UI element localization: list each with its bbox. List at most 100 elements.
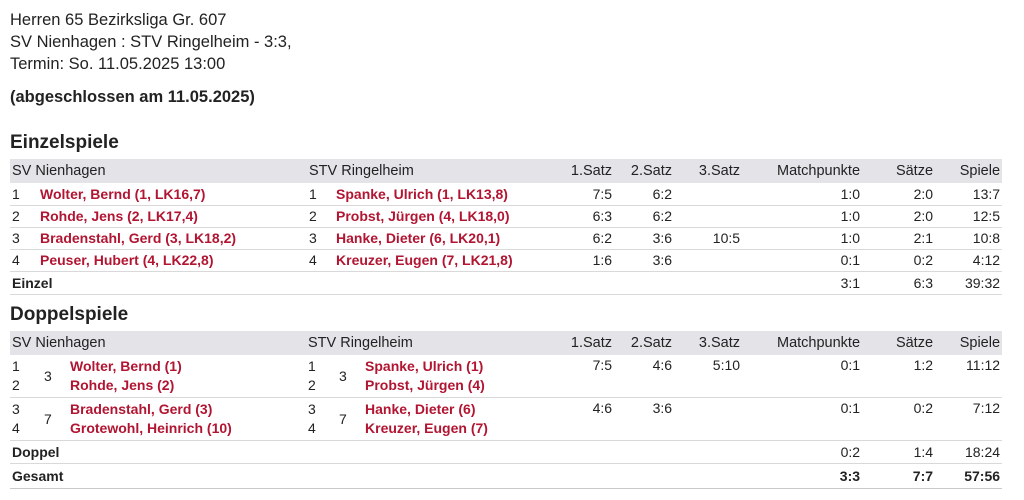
home-team-header: SV Nienhagen xyxy=(10,330,307,355)
satz1-score: 7:5 xyxy=(562,183,615,206)
saetze-score: 0:2 xyxy=(862,249,936,272)
doubles-header-row: SV Nienhagen STV Ringelheim 1.Satz 2.Sat… xyxy=(10,330,1003,355)
away-player-link[interactable]: Spanke, Ulrich (1, LK13,8) xyxy=(336,185,508,202)
away-player-link[interactable]: Hanke, Dieter (6) xyxy=(365,400,476,417)
saetze-score: 2:0 xyxy=(862,205,936,228)
away-player-link[interactable]: Hanke, Dieter (6, LK20,1) xyxy=(336,230,501,246)
match-result-line: SV Nienhagen : STV Ringelheim - 3:3, xyxy=(10,33,292,51)
saetze-score: 1:2 xyxy=(862,354,936,398)
home-position: 3 xyxy=(10,227,38,250)
away-pair-number: 7 xyxy=(333,397,364,441)
singles-header-row: SV Nienhagen STV Ringelheim 1.Satz 2.Sat… xyxy=(10,159,1003,183)
spiele-score: 12:5 xyxy=(935,205,1003,228)
home-player-link[interactable]: Wolter, Bernd (1) xyxy=(70,357,182,374)
spiele-score: 7:12 xyxy=(935,397,1003,441)
satz1-score: 7:5 xyxy=(562,354,615,398)
singles-saetze-total: 6:3 xyxy=(862,271,936,295)
matchpunkte-score: 1:0 xyxy=(742,227,863,250)
home-pair-number: 3 xyxy=(38,354,68,398)
away-player-link[interactable]: Kreuzer, Eugen (7, LK21,8) xyxy=(336,252,513,268)
saetze-score: 2:0 xyxy=(862,183,936,206)
spiele-score: 4:12 xyxy=(935,249,1003,272)
away-pair-players: Hanke, Dieter (6) Kreuzer, Eugen (7) xyxy=(363,397,563,441)
satz3-score xyxy=(674,249,743,272)
home-pair-number: 7 xyxy=(38,397,68,441)
away-player-link[interactable]: Probst, Jürgen (4, LK18,0) xyxy=(336,208,510,224)
match-date-line: Termin: So. 11.05.2025 13:00 xyxy=(10,55,226,73)
doubles-table: SV Nienhagen STV Ringelheim 1.Satz 2.Sat… xyxy=(10,330,1003,489)
satz3-score xyxy=(674,205,743,228)
satz2-score: 6:2 xyxy=(614,205,675,228)
away-position: 4 xyxy=(307,249,335,272)
satz1-header: 1.Satz xyxy=(562,330,615,355)
satz1-score: 6:3 xyxy=(562,205,615,228)
home-pair-players: Bradenstahl, Gerd (3) Grotewohl, Heinric… xyxy=(68,397,307,441)
satz2-header: 2.Satz xyxy=(614,330,675,355)
league-title: Herren 65 Bezirksliga Gr. 607 xyxy=(10,11,227,29)
away-player-link[interactable]: Kreuzer, Eugen (7) xyxy=(365,419,488,436)
satz1-score: 1:6 xyxy=(562,249,615,272)
match-status: (abgeschlossen am 11.05.2025) xyxy=(10,88,255,106)
saetze-header: Sätze xyxy=(862,330,936,355)
away-player-link[interactable]: Probst, Jürgen (4) xyxy=(365,376,485,393)
satz3-header: 3.Satz xyxy=(674,159,743,183)
satz3-score xyxy=(674,183,743,206)
saetze-score: 0:2 xyxy=(862,397,936,441)
satz1-score: 4:6 xyxy=(562,397,615,441)
grand-total-row: Gesamt 3:3 7:7 57:56 xyxy=(10,463,1003,489)
home-player-link[interactable]: Rohde, Jens (2, LK17,4) xyxy=(40,208,198,224)
satz2-score: 6:2 xyxy=(614,183,675,206)
satz1-header: 1.Satz xyxy=(562,159,615,183)
doubles-section-title: Doppelspiele xyxy=(10,303,129,325)
home-player-link[interactable]: Bradenstahl, Gerd (3) xyxy=(70,400,213,417)
home-player-link[interactable]: Bradenstahl, Gerd (3, LK18,2) xyxy=(40,230,237,246)
doubles-summary-label: Doppel xyxy=(10,440,563,464)
away-pair-players: Spanke, Ulrich (1) Probst, Jürgen (4) xyxy=(363,354,563,398)
singles-matchpunkte-total: 3:1 xyxy=(742,271,863,295)
singles-row-2: 2 Rohde, Jens (2, LK17,4) 2 Probst, Jürg… xyxy=(10,205,1003,228)
away-team-header: STV Ringelheim xyxy=(306,330,563,355)
saetze-score: 2:1 xyxy=(862,227,936,250)
home-team-header: SV Nienhagen xyxy=(10,159,308,183)
singles-row-1: 1 Wolter, Bernd (1, LK16,7) 1 Spanke, Ul… xyxy=(10,183,1003,206)
satz1-score: 6:2 xyxy=(562,227,615,250)
home-position: 1 xyxy=(10,183,38,206)
singles-summary-label: Einzel xyxy=(10,271,563,295)
away-position: 1 xyxy=(307,183,335,206)
away-position: 3 xyxy=(307,227,335,250)
home-position: 2 xyxy=(10,205,38,228)
matchpunkte-score: 0:1 xyxy=(742,397,863,441)
satz2-score: 3:6 xyxy=(614,397,675,441)
spiele-header: Spiele xyxy=(935,159,1003,183)
total-matchpunkte: 3:3 xyxy=(742,463,863,489)
singles-spiele-total: 39:32 xyxy=(935,271,1003,295)
matchpunkte-score: 0:1 xyxy=(742,249,863,272)
spiele-score: 11:12 xyxy=(935,354,1003,398)
home-player-link[interactable]: Peuser, Hubert (4, LK22,8) xyxy=(40,252,214,268)
home-player-link[interactable]: Grotewohl, Heinrich (10) xyxy=(70,419,232,436)
singles-row-4: 4 Peuser, Hubert (4, LK22,8) 4 Kreuzer, … xyxy=(10,249,1003,272)
matchpunkte-score: 1:0 xyxy=(742,205,863,228)
away-player-link[interactable]: Spanke, Ulrich (1) xyxy=(365,357,484,374)
matchpunkte-score: 1:0 xyxy=(742,183,863,206)
satz2-score: 4:6 xyxy=(614,354,675,398)
singles-table: SV Nienhagen STV Ringelheim 1.Satz 2.Sat… xyxy=(10,159,1003,295)
spiele-score: 10:8 xyxy=(935,227,1003,250)
singles-section-title: Einzelspiele xyxy=(10,132,119,153)
away-team-header: STV Ringelheim xyxy=(307,159,563,183)
singles-summary-row: Einzel 3:1 6:3 39:32 xyxy=(10,271,1003,295)
matchpunkte-score: 0:1 xyxy=(742,354,863,398)
satz3-score: 5:10 xyxy=(674,354,743,398)
spiele-score: 13:7 xyxy=(935,183,1003,206)
matchpunkte-header: Matchpunkte xyxy=(742,330,863,355)
home-player-link[interactable]: Rohde, Jens (2) xyxy=(70,376,175,393)
away-pair-number: 3 xyxy=(333,354,364,398)
matchpunkte-header: Matchpunkte xyxy=(742,159,863,183)
match-report-page: Herren 65 Bezirksliga Gr. 607 SV Nienhag… xyxy=(10,11,1003,489)
satz3-score xyxy=(674,397,743,441)
satz2-score: 3:6 xyxy=(614,249,675,272)
home-player-link[interactable]: Wolter, Bernd (1, LK16,7) xyxy=(40,185,206,202)
